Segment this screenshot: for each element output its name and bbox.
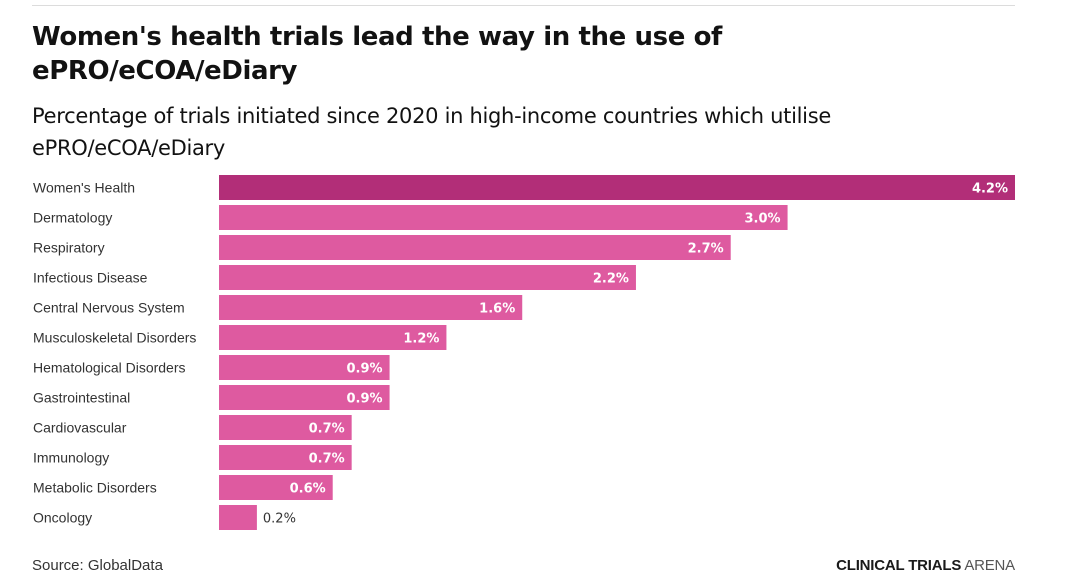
chart-subtitle: Percentage of trials initiated since 202… [32,104,831,160]
bar [219,505,257,530]
top-divider [32,5,1015,6]
data-label: 0.7% [309,452,345,467]
bar-row: Infectious Disease 2.2% [33,265,636,290]
data-label: 0.6% [290,482,326,497]
bar [219,415,352,440]
data-label: 2.2% [593,272,629,287]
bar-row: Gastrointestinal 0.9% [33,385,390,410]
category-label: Dermatology [33,210,112,226]
data-label: 0.7% [309,422,345,437]
bar [219,205,788,230]
data-label: 0.2% [263,512,296,527]
bar [219,385,390,410]
bar [219,355,390,380]
category-label: Oncology [33,510,92,526]
bar-row: Dermatology 3.0% [33,205,788,230]
category-label: Musculoskeletal Disorders [33,330,196,346]
category-label: Gastrointestinal [33,390,130,406]
bar-row: Immunology 0.7% [33,445,352,470]
data-label: 4.2% [972,182,1008,197]
category-label: Metabolic Disorders [33,480,157,496]
bar [219,325,447,350]
bar-row: Respiratory 2.7% [33,235,731,260]
bar-row: Oncology 0.2% [33,505,296,530]
brand-name-light: ARENA [964,557,1015,574]
category-label: Women's Health [33,180,135,196]
bar-row: Hematological Disorders 0.9% [33,355,390,380]
data-label: 0.9% [347,392,383,407]
bar [219,235,731,260]
bar [219,265,636,290]
source-note: Source: GlobalData [32,557,163,574]
bar-row: Central Nervous System 1.6% [33,295,523,320]
category-label: Immunology [33,450,109,466]
bar-chart: Women's Health 4.2% Dermatology 3.0% Respira… [33,175,1015,530]
data-label: 1.6% [479,302,515,317]
bar-row: Metabolic Disorders 0.6% [33,475,333,500]
bar [219,175,1015,200]
category-label: Hematological Disorders [33,360,186,376]
category-label: Infectious Disease [33,270,148,286]
category-label: Respiratory [33,240,105,256]
brand-logo: CLINICAL TRIALS ARENA [836,557,1015,574]
data-label: 2.7% [688,242,724,257]
bar [219,445,352,470]
bar [219,475,333,500]
bar-row: Musculoskeletal Disorders 1.2% [33,325,447,350]
data-label: 1.2% [403,332,439,347]
bar-row: Women's Health 4.2% [33,175,1015,200]
data-label: 3.0% [745,212,781,227]
data-label: 0.9% [347,362,383,377]
bar [219,295,523,320]
brand-name-bold: CLINICAL TRIALS [836,557,962,574]
bar-row: Cardiovascular 0.7% [33,415,352,440]
chart-title: Women's health trials lead the way in th… [32,22,722,86]
category-label: Cardiovascular [33,420,127,436]
category-label: Central Nervous System [33,300,185,316]
